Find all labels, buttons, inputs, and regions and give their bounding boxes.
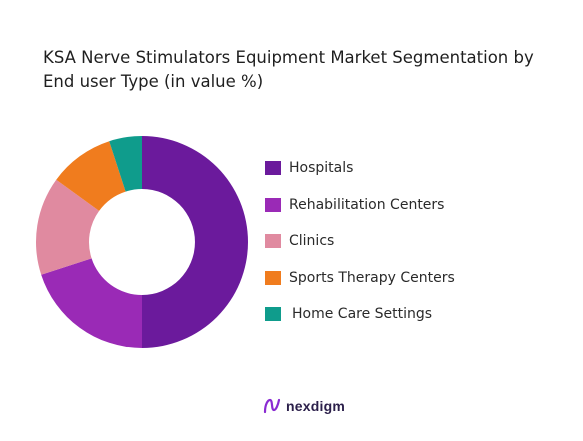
slice-home-care-settings — [109, 136, 142, 192]
chart-title: KSA Nerve Stimulators Equipment Market S… — [43, 48, 534, 91]
legend-swatch — [265, 234, 281, 248]
brand-footer: nexdigm — [262, 396, 345, 416]
legend-swatch — [265, 270, 281, 285]
legend-swatch — [265, 307, 281, 321]
chart-legend: Hospitals Rehabilitation Centers Clinics Sp… — [265, 158, 455, 341]
legend-item-rehabilitation-centers: Rehabilitation Centers — [265, 195, 455, 215]
slice-clinics — [36, 179, 100, 275]
legend-item-home-care-settings: Home Care Settings — [265, 304, 455, 324]
legend-label: Sports Therapy Centers — [289, 269, 455, 286]
legend-label: Hospitals — [289, 160, 354, 176]
legend-item-clinics: Clinics — [265, 231, 455, 251]
legend-label: Home Care Settings — [292, 306, 433, 322]
slice-hospitals — [142, 136, 248, 348]
legend-swatch — [265, 197, 281, 212]
brand-name: nexdigm — [286, 398, 345, 414]
slice-rehabilitation-centers — [41, 258, 142, 348]
legend-label: Clinics — [289, 233, 335, 249]
legend-item-hospitals: Hospitals — [265, 158, 455, 178]
slice-sports-therapy-centers — [56, 141, 126, 211]
nexdigm-logo-icon — [263, 398, 281, 414]
legend-swatch — [265, 161, 281, 175]
legend-item-sports-therapy-centers: Sports Therapy Centers — [265, 268, 455, 288]
legend-label: Rehabilitation Centers — [289, 196, 445, 213]
